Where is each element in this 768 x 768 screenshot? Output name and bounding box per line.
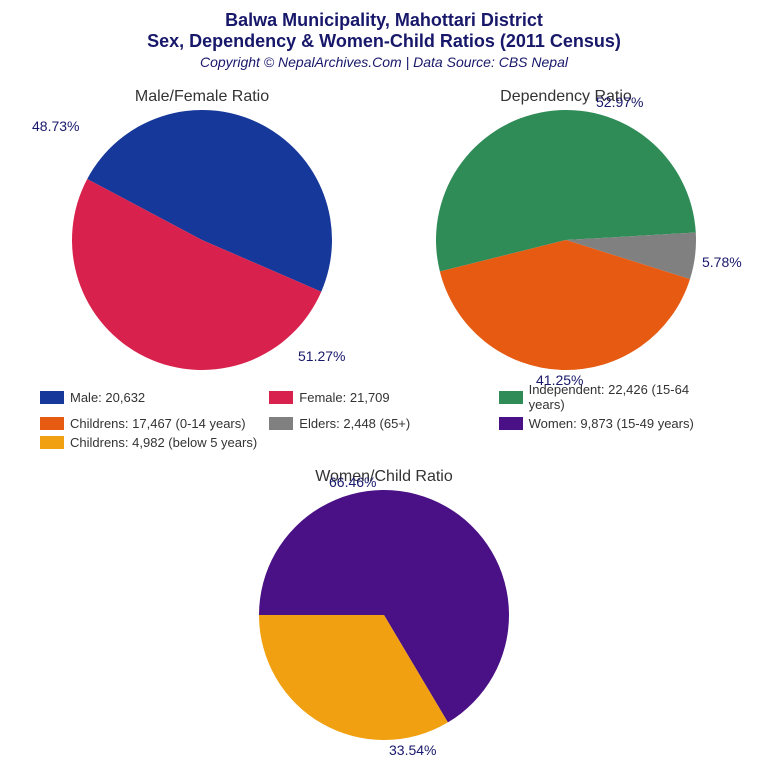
legend-item: Childrens: 4,982 (below 5 years): [40, 435, 269, 450]
legend-label: Female: 21,709: [299, 390, 389, 405]
chart-title: Dependency Ratio: [396, 88, 736, 106]
chart-title: Women/Child Ratio: [214, 468, 554, 486]
legend-label: Childrens: 4,982 (below 5 years): [70, 435, 257, 450]
chart-dependency-ratio: Dependency Ratio 52.97%5.78%41.25%: [396, 88, 736, 370]
legend-swatch: [269, 417, 293, 430]
chart-women-child-ratio: Women/Child Ratio 66.46%33.54%: [214, 468, 554, 740]
title-line-2: Sex, Dependency & Women-Child Ratios (20…: [0, 31, 768, 52]
pie-slice-label: 5.78%: [702, 254, 742, 270]
legend-label: Childrens: 17,467 (0-14 years): [70, 416, 246, 431]
legend-item: Independent: 22,426 (15-64 years): [499, 382, 728, 412]
chart-sex-ratio: Male/Female Ratio 48.73%51.27%: [32, 88, 372, 370]
legend-item: Childrens: 17,467 (0-14 years): [40, 416, 269, 431]
title-line-1: Balwa Municipality, Mahottari District: [0, 10, 768, 31]
legend: Male: 20,632 Female: 21,709 Independent: 2…: [0, 370, 768, 454]
pie-slice-label: 41.25%: [536, 372, 583, 388]
pie-dependency-ratio: 52.97%5.78%41.25%: [436, 110, 696, 370]
pie-women-child-ratio: 66.46%33.54%: [259, 490, 509, 740]
header: Balwa Municipality, Mahottari District S…: [0, 0, 768, 70]
legend-label: Male: 20,632: [70, 390, 145, 405]
legend-item: Female: 21,709: [269, 382, 498, 412]
legend-swatch: [40, 417, 64, 430]
pie-slice-label: 51.27%: [298, 348, 345, 364]
legend-label: Elders: 2,448 (65+): [299, 416, 410, 431]
legend-item: Women: 9,873 (15-49 years): [499, 416, 728, 431]
chart-title: Male/Female Ratio: [32, 88, 372, 106]
legend-swatch: [269, 391, 293, 404]
top-charts-row: Male/Female Ratio 48.73%51.27% Dependenc…: [0, 88, 768, 370]
pie-sex-ratio: 48.73%51.27%: [72, 110, 332, 370]
pie-slice-label: 48.73%: [32, 118, 79, 134]
pie-slice-label: 52.97%: [596, 94, 643, 110]
legend-swatch: [499, 391, 523, 404]
legend-label: Women: 9,873 (15-49 years): [529, 416, 694, 431]
legend-swatch: [499, 417, 523, 430]
pie-slice-label: 66.46%: [329, 474, 376, 490]
bottom-chart-row: Women/Child Ratio 66.46%33.54%: [0, 468, 768, 740]
legend-swatch: [40, 436, 64, 449]
legend-item: Elders: 2,448 (65+): [269, 416, 498, 431]
pie-slice-label: 33.54%: [389, 742, 436, 758]
subtitle: Copyright © NepalArchives.Com | Data Sou…: [0, 54, 768, 70]
legend-swatch: [40, 391, 64, 404]
legend-item: Male: 20,632: [40, 382, 269, 412]
